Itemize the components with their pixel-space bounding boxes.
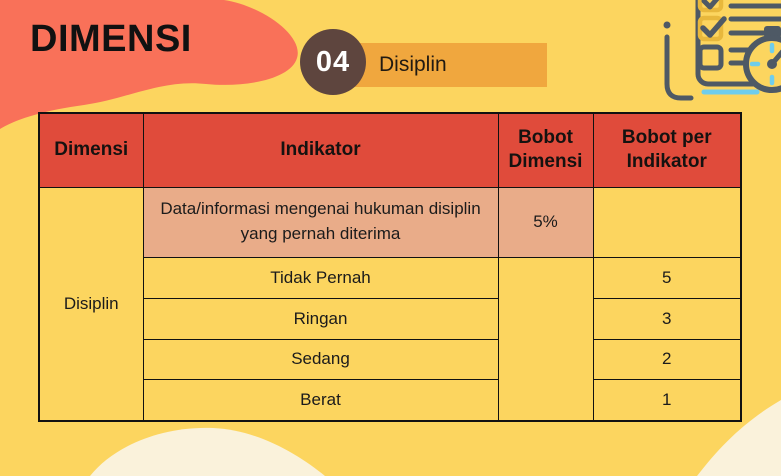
section-label-bar: Disiplin	[334, 43, 547, 87]
col-header-dimensi: Dimensi	[38, 112, 144, 188]
dimension-cell: Disiplin	[38, 186, 144, 422]
table-header-row: Dimensi Indikator Bobot Dimensi Bobot pe…	[38, 112, 742, 188]
table-row: Tidak Pernah 5	[39, 256, 742, 422]
merged-empty-cell	[497, 256, 594, 422]
main-indicator-cell: Data/informasi mengenai hukuman disiplin…	[142, 186, 499, 258]
col-header-indikator: Indikator	[142, 112, 499, 188]
scale-score-cell: 5	[592, 256, 742, 299]
table-row: Berat 1	[39, 378, 742, 422]
bobot-dimensi-cell: 5%	[497, 186, 594, 258]
scale-score-cell: 1	[592, 378, 742, 422]
section-number-circle: 04	[300, 29, 366, 95]
col-header-bobot-per-indikator: Bobot per Indikator	[592, 112, 742, 188]
scale-score-cell: 2	[592, 338, 742, 380]
checklist-stopwatch-icon	[663, 0, 781, 101]
scale-label-cell: Berat	[142, 378, 499, 422]
scale-label-cell: Sedang	[142, 338, 499, 380]
section-label: Disiplin	[379, 53, 447, 76]
empty-cell	[592, 186, 742, 258]
scale-score-cell: 3	[592, 297, 742, 340]
table-row: Ringan 3	[39, 297, 742, 340]
dimension-table: Dimensi Indikator Bobot Dimensi Bobot pe…	[38, 112, 742, 422]
scale-label-cell: Ringan	[142, 297, 499, 340]
table-row: Disiplin Data/informasi mengenai hukuman…	[38, 186, 742, 422]
col-header-bobot-dimensi: Bobot Dimensi	[497, 112, 594, 188]
table-row: Sedang 2	[39, 338, 742, 380]
scale-label-cell: Tidak Pernah	[142, 256, 499, 299]
page-title: DIMENSI	[30, 18, 192, 60]
section-number: 04	[315, 45, 351, 78]
